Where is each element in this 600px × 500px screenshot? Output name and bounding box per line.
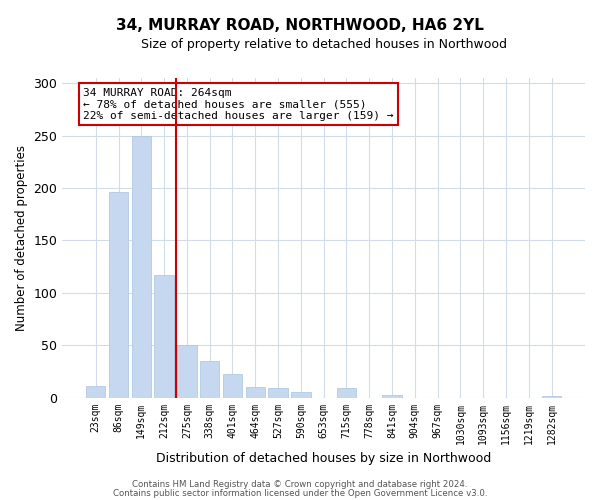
Bar: [223, 374, 242, 398]
Bar: [177, 346, 197, 398]
X-axis label: Distribution of detached houses by size in Northwood: Distribution of detached houses by size …: [156, 452, 491, 465]
Text: 34, MURRAY ROAD, NORTHWOOD, HA6 2YL: 34, MURRAY ROAD, NORTHWOOD, HA6 2YL: [116, 18, 484, 32]
Bar: [109, 192, 128, 398]
Bar: [86, 386, 106, 398]
Bar: [542, 396, 561, 398]
Bar: [200, 361, 220, 398]
Bar: [382, 394, 402, 398]
Text: 34 MURRAY ROAD: 264sqm
← 78% of detached houses are smaller (555)
22% of semi-de: 34 MURRAY ROAD: 264sqm ← 78% of detached…: [83, 88, 394, 121]
Y-axis label: Number of detached properties: Number of detached properties: [15, 145, 28, 331]
Bar: [131, 136, 151, 398]
Bar: [291, 392, 311, 398]
Title: Size of property relative to detached houses in Northwood: Size of property relative to detached ho…: [140, 38, 506, 51]
Bar: [245, 387, 265, 398]
Text: Contains HM Land Registry data © Crown copyright and database right 2024.: Contains HM Land Registry data © Crown c…: [132, 480, 468, 489]
Text: Contains public sector information licensed under the Open Government Licence v3: Contains public sector information licen…: [113, 488, 487, 498]
Bar: [268, 388, 288, 398]
Bar: [154, 275, 174, 398]
Bar: [337, 388, 356, 398]
